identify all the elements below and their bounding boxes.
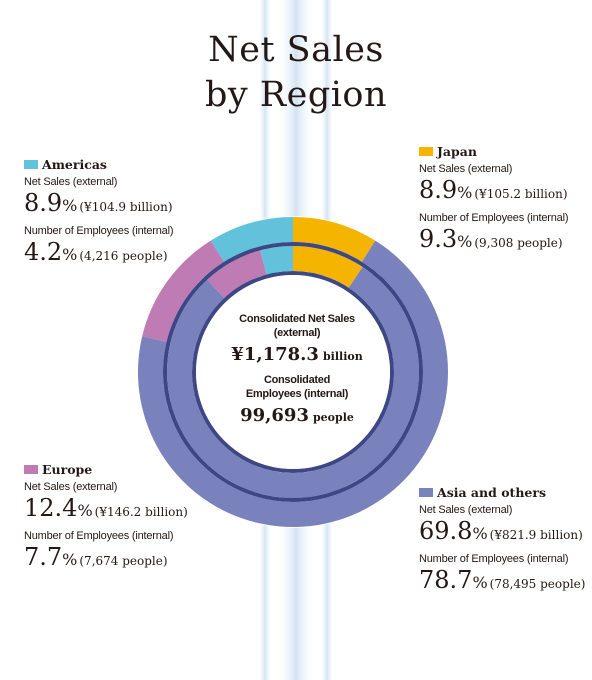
ring-separator: [163, 242, 423, 502]
americas-employees-detail: (4,216 people): [79, 249, 168, 263]
asia-employees-detail: (78,495 people): [489, 577, 586, 591]
region-americas: Americas Net Sales (external) 8.9% (¥104.…: [24, 156, 173, 270]
japan-sales-value: 8.9% (¥105.2 billion): [419, 176, 568, 208]
asia-sales-pct: 69.8: [419, 517, 473, 545]
asia-sales-detail: (¥821.9 billion): [489, 528, 583, 542]
japan-employees-detail: (9,308 people): [474, 236, 563, 250]
japan-sales-detail: (¥105.2 billion): [474, 187, 568, 201]
percent-sign: %: [472, 573, 488, 592]
japan-sales-pct: 8.9: [419, 176, 458, 204]
consolidated-sales-value: ¥1,178.3 billion: [216, 344, 378, 365]
europe-employees-value: 7.7% (7,674 people): [24, 543, 188, 575]
europe-sales-label: Net Sales (external): [24, 481, 118, 493]
sales-slice-europe: [142, 240, 225, 343]
japan-employees-label: Number of Employees (internal): [419, 212, 569, 224]
consolidated-employees-unit: people: [312, 411, 354, 424]
asia-swatch: [419, 487, 433, 497]
employees-slice-europe: [207, 250, 267, 298]
americas-sales-label: Net Sales (external): [24, 176, 118, 188]
sales-slice-americas: [210, 217, 293, 262]
inner-border: [192, 271, 394, 473]
americas-sales-detail: (¥104.9 billion): [79, 200, 173, 214]
europe-sales-detail: (¥146.2 billion): [94, 505, 188, 519]
europe-employees-pct: 7.7: [24, 543, 63, 571]
americas-sales-pct: 8.9: [24, 189, 63, 217]
percent-sign: %: [457, 232, 473, 251]
japan-employees-value: 9.3% (9,308 people): [419, 225, 568, 257]
americas-sales-value: 8.9% (¥104.9 billion): [24, 189, 173, 221]
americas-employees-label: Number of Employees (internal): [24, 225, 174, 237]
americas-employees-pct: 4.2: [24, 238, 63, 266]
center-summary: Consolidated Net Sales (external) ¥1,178…: [216, 312, 378, 434]
asia-sales-value: 69.8% (¥821.9 billion): [419, 517, 585, 549]
consolidated-sales-label: Consolidated Net Sales (external): [239, 313, 355, 339]
employees-slice-japan: [293, 246, 363, 288]
consolidated-employees-label: Consolidated Employees (internal): [245, 374, 349, 400]
consolidated-employees-value: 99,693 people: [216, 405, 378, 426]
center-disc: [196, 275, 390, 469]
title-line-2: by Region: [204, 75, 388, 115]
consolidated-sales-number: ¥1,178.3: [231, 344, 319, 365]
region-japan: Japan Net Sales (external) 8.9% (¥105.2 b…: [419, 143, 568, 257]
europe-employees-label: Number of Employees (internal): [24, 530, 174, 542]
americas-name: Americas: [42, 156, 107, 172]
europe-sales-pct: 12.4: [24, 494, 78, 522]
asia-employees-label: Number of Employees (internal): [419, 553, 569, 565]
europe-sales-value: 12.4% (¥146.2 billion): [24, 494, 188, 526]
japan-name: Japan: [437, 143, 477, 159]
employees-slice-americas: [260, 246, 293, 275]
asia-name: Asia and others: [437, 484, 546, 500]
consolidated-sales-unit: billion: [322, 350, 363, 363]
americas-swatch: [24, 159, 38, 169]
title-line-1: Net Sales: [208, 30, 384, 70]
asia-employees-value: 78.7% (78,495 people): [419, 566, 585, 598]
japan-swatch: [419, 146, 433, 156]
percent-sign: %: [62, 550, 78, 569]
asia-sales-label: Net Sales (external): [419, 504, 513, 516]
percent-sign: %: [472, 524, 488, 543]
percent-sign: %: [77, 501, 93, 520]
americas-employees-value: 4.2% (4,216 people): [24, 238, 173, 270]
chart-title: Net Sales by Region: [0, 28, 592, 118]
percent-sign: %: [62, 245, 78, 264]
japan-employees-pct: 9.3: [419, 225, 458, 253]
percent-sign: %: [457, 183, 473, 202]
europe-employees-detail: (7,674 people): [79, 554, 168, 568]
japan-sales-label: Net Sales (external): [419, 163, 513, 175]
percent-sign: %: [62, 196, 78, 215]
europe-name: Europe: [42, 461, 93, 477]
region-europe: Europe Net Sales (external) 12.4% (¥146.2…: [24, 461, 188, 575]
asia-employees-pct: 78.7: [419, 566, 473, 594]
consolidated-employees-number: 99,693: [240, 405, 309, 426]
region-asia: Asia and others Net Sales (external) 69.…: [419, 484, 585, 598]
sales-slice-japan: [293, 217, 376, 262]
europe-swatch: [24, 464, 38, 474]
